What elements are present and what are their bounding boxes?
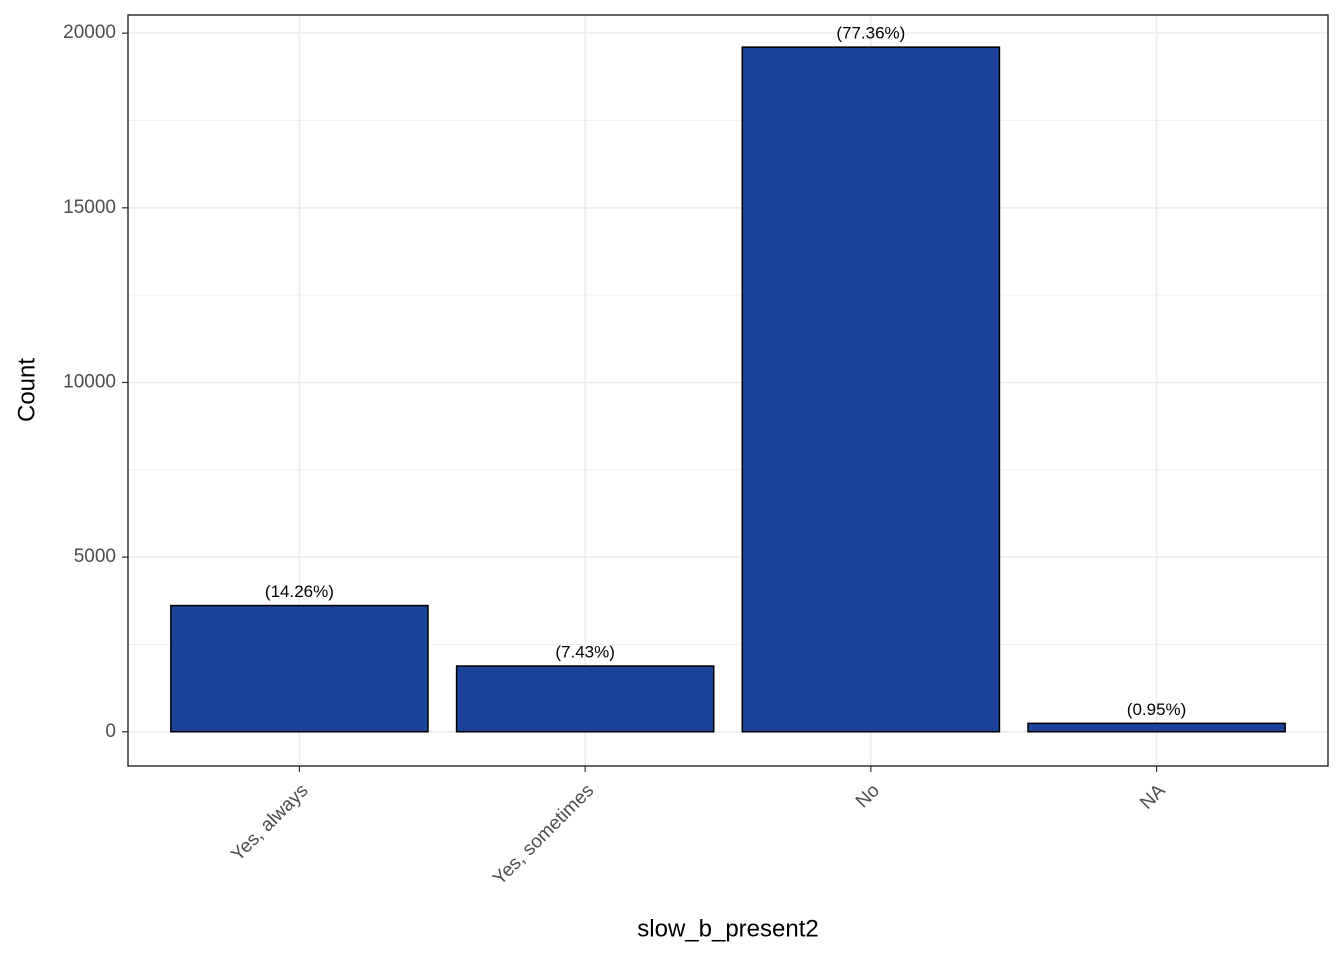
- y-tick-label: 15000: [63, 197, 116, 218]
- y-tick-label: 20000: [63, 22, 116, 43]
- y-tick-label: 10000: [63, 371, 116, 392]
- y-tick-label: 0: [105, 721, 116, 742]
- bar-label: (77.36%): [836, 24, 905, 43]
- bar: [455, 665, 715, 733]
- bar: [741, 46, 1001, 733]
- y-axis-title: Count: [13, 358, 40, 422]
- y-tick-label: 5000: [74, 546, 116, 567]
- x-axis-title: slow_b_present2: [637, 915, 818, 942]
- bar-label: (7.43%): [555, 643, 615, 662]
- bar-label: (14.26%): [265, 582, 334, 601]
- panel-border: [127, 14, 1329, 767]
- bar: [1027, 722, 1286, 733]
- bar-label: (0.95%): [1127, 700, 1187, 719]
- bar: [170, 604, 429, 733]
